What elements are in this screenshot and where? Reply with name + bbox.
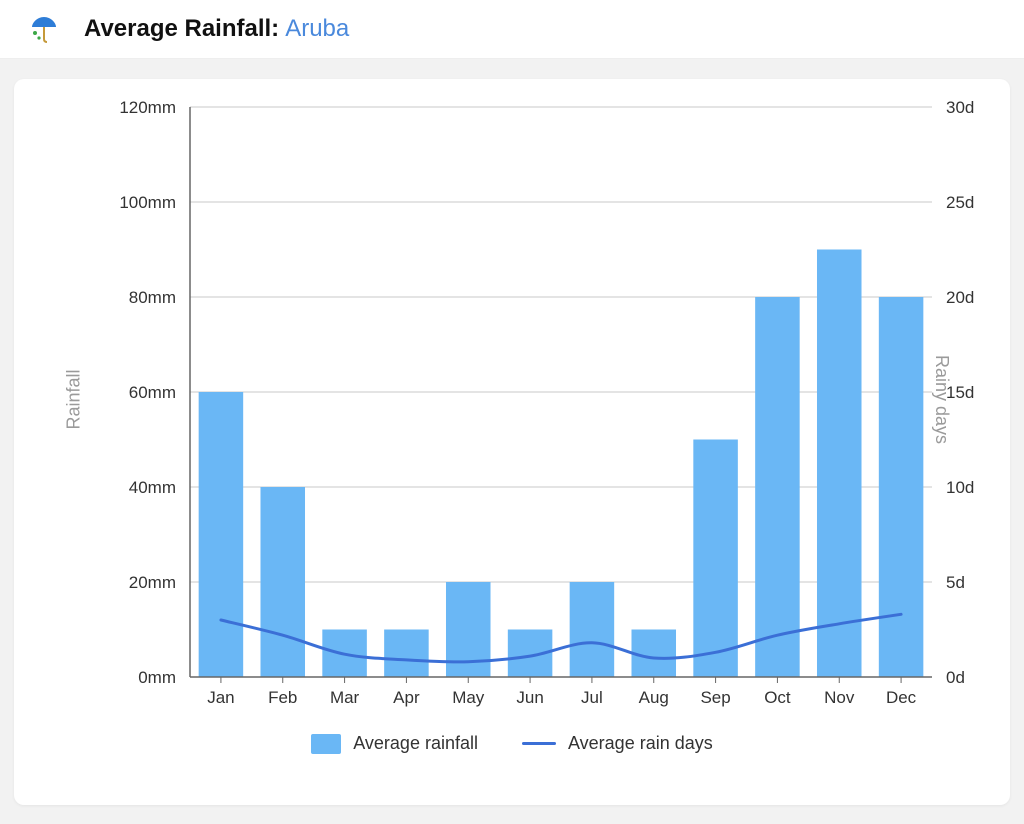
svg-text:20mm: 20mm bbox=[129, 573, 176, 592]
svg-text:0d: 0d bbox=[946, 668, 965, 687]
legend-line-label: Average rain days bbox=[568, 733, 713, 754]
header-bar: Average Rainfall: Aruba bbox=[0, 0, 1024, 59]
svg-text:Jan: Jan bbox=[207, 688, 234, 707]
umbrella-icon bbox=[28, 13, 60, 45]
svg-text:25d: 25d bbox=[946, 193, 974, 212]
svg-text:80mm: 80mm bbox=[129, 288, 176, 307]
svg-text:Nov: Nov bbox=[824, 688, 855, 707]
svg-text:Jun: Jun bbox=[516, 688, 543, 707]
svg-text:100mm: 100mm bbox=[119, 193, 176, 212]
legend-bar-swatch bbox=[311, 734, 341, 754]
page-title-prefix: Average Rainfall: bbox=[84, 15, 279, 43]
svg-text:Oct: Oct bbox=[764, 688, 791, 707]
legend: Average rainfall Average rain days bbox=[22, 733, 1002, 754]
svg-text:40mm: 40mm bbox=[129, 478, 176, 497]
svg-text:60mm: 60mm bbox=[129, 383, 176, 402]
svg-text:20d: 20d bbox=[946, 288, 974, 307]
svg-text:Feb: Feb bbox=[268, 688, 297, 707]
svg-text:Aug: Aug bbox=[639, 688, 669, 707]
chart-card: Rainfall Rainy days 0mm 20mm 40mm 60mm 80mm 1… bbox=[14, 79, 1010, 805]
svg-text:0mm: 0mm bbox=[138, 668, 176, 687]
legend-bar-label: Average rainfall bbox=[353, 733, 478, 754]
rainfall-chart: 0mm20mm40mm60mm80mm100mm120mm0d5d10d15d2… bbox=[32, 95, 992, 715]
legend-line-swatch bbox=[522, 742, 556, 745]
y-axis-left-title: Rainfall bbox=[64, 369, 85, 429]
svg-text:Apr: Apr bbox=[393, 688, 420, 707]
svg-text:Sep: Sep bbox=[700, 688, 730, 707]
legend-item-line: Average rain days bbox=[522, 733, 713, 754]
svg-text:30d: 30d bbox=[946, 98, 974, 117]
svg-text:May: May bbox=[452, 688, 485, 707]
page-title-location: Aruba bbox=[285, 15, 349, 43]
svg-text:120mm: 120mm bbox=[119, 98, 176, 117]
card-container: Rainfall Rainy days 0mm 20mm 40mm 60mm 80mm 1… bbox=[0, 59, 1024, 805]
legend-item-bars: Average rainfall bbox=[311, 733, 478, 754]
svg-text:10d: 10d bbox=[946, 478, 974, 497]
svg-text:Mar: Mar bbox=[330, 688, 360, 707]
svg-text:Jul: Jul bbox=[581, 688, 603, 707]
svg-text:5d: 5d bbox=[946, 573, 965, 592]
y-axis-right-title: Rainy days bbox=[931, 355, 952, 444]
svg-text:Dec: Dec bbox=[886, 688, 917, 707]
